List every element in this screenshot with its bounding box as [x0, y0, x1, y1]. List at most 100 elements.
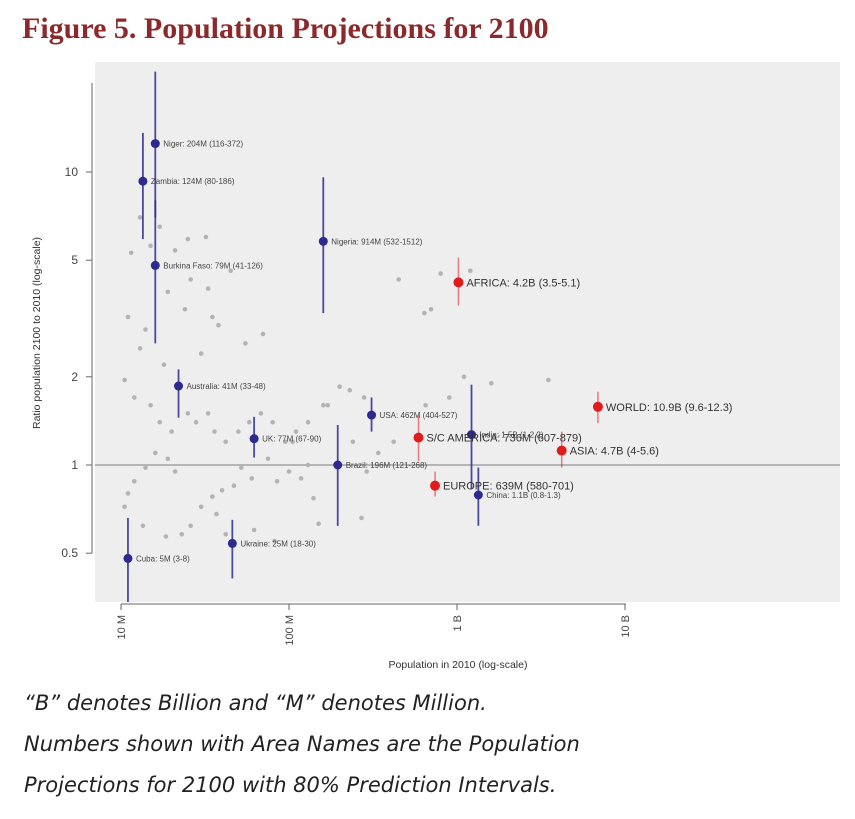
background-point	[236, 429, 241, 434]
background-point	[239, 465, 244, 470]
population-projection-chart: Niger: 204M (116-372) Zambia: 124M (80-18…	[31, 62, 840, 671]
country-point	[227, 538, 237, 548]
country-label: Ukraine: 25M (18-30)	[240, 539, 316, 548]
region-point	[592, 401, 603, 412]
background-point	[298, 476, 304, 481]
background-point	[350, 439, 356, 445]
country-label: India: 1.5B (1-2.2)	[480, 431, 544, 440]
background-point	[311, 496, 316, 501]
country-label: Niger: 204M (116-372)	[163, 140, 243, 149]
background-point	[165, 456, 171, 462]
region-point	[430, 480, 441, 491]
background-point	[148, 402, 153, 408]
background-point	[219, 488, 225, 493]
background-point	[231, 483, 237, 489]
x-tick-label: 10 M	[116, 615, 128, 639]
background-point	[428, 307, 434, 312]
background-point	[212, 429, 217, 434]
background-point	[290, 439, 295, 445]
background-point	[272, 538, 277, 544]
caption-line-3: Projections for 2100 with 80% Prediction…	[24, 773, 557, 797]
y-tick-label: 5	[71, 253, 78, 267]
figure-caption: “B” denotes Billion and “M” denotes Mill…	[24, 683, 580, 806]
background-point	[179, 532, 185, 537]
background-point	[325, 402, 331, 408]
background-point	[148, 243, 153, 249]
background-point	[391, 439, 397, 445]
labeled-points	[123, 139, 603, 563]
background-point	[364, 469, 370, 474]
y-axis-label: Ratio population 2100 to 2010 (log-scale…	[31, 237, 43, 429]
background-point	[546, 377, 551, 383]
background-point	[305, 462, 311, 468]
background-point	[172, 469, 178, 474]
caption-line-1: “B” denotes Billion and “M” denotes Mill…	[24, 691, 487, 715]
country-point	[123, 553, 133, 563]
background-point	[185, 411, 191, 416]
background-point	[286, 469, 292, 474]
background-point	[423, 402, 428, 408]
country-point	[150, 260, 160, 270]
background-point	[122, 504, 127, 510]
background-point	[132, 395, 137, 400]
country-label: China: 1.1B (0.8-1.3)	[486, 491, 561, 500]
country-label: UK: 77M (67-90)	[262, 435, 321, 444]
region-point	[556, 445, 567, 456]
region-label: WORLD: 10.9B (9.6-12.3)	[606, 402, 733, 414]
point-labels: Niger: 204M (116-372) Zambia: 124M (80-18…	[136, 140, 733, 564]
background-point	[169, 429, 174, 434]
background-point	[205, 286, 211, 291]
background-point	[396, 277, 402, 282]
country-point	[174, 381, 184, 391]
background-point	[210, 314, 215, 320]
background-point	[337, 384, 342, 390]
background-point	[210, 494, 215, 499]
background-point	[188, 523, 193, 529]
x-tick-label: 1 B	[452, 615, 464, 632]
region-label: EUROPE: 639M (580-701)	[443, 481, 574, 493]
country-label: USA: 462M (404-527)	[380, 411, 458, 420]
background-point	[157, 224, 162, 230]
background-point	[283, 439, 288, 445]
background-point	[247, 419, 252, 425]
background-point	[321, 402, 326, 408]
background-point	[347, 387, 353, 393]
region-label: ASIA: 4.7B (4-5.6)	[570, 446, 659, 458]
background-point	[193, 419, 199, 425]
background-point	[128, 250, 134, 256]
background-point	[205, 411, 211, 416]
background-point	[122, 377, 127, 383]
country-point	[150, 139, 160, 149]
background-point	[489, 381, 494, 386]
x-tick-label: 10 B	[620, 615, 632, 638]
plot-panel	[95, 62, 840, 602]
background-point	[468, 268, 473, 274]
country-label: Zambia: 124M (80-186)	[151, 177, 235, 186]
country-label: Burkina Faso: 79M (41-126)	[163, 261, 263, 270]
country-point	[367, 410, 377, 420]
background-point	[185, 236, 191, 242]
background-point	[258, 411, 264, 416]
country-label: Cuba: 5M (3-8)	[136, 554, 190, 563]
background-point	[293, 429, 299, 434]
y-tick-label: 10	[65, 165, 79, 179]
country-label: Nigeria: 914M (532-1512)	[331, 237, 422, 246]
background-point	[172, 248, 178, 253]
background-point	[198, 351, 204, 356]
y-tick-label: 0.5	[61, 546, 78, 560]
background-point	[243, 341, 248, 346]
y-tick-label: 1	[71, 458, 78, 472]
country-point	[333, 460, 343, 470]
background-point	[223, 532, 228, 537]
background-point	[125, 314, 131, 320]
background-point	[182, 307, 188, 312]
region-label: S/C AMERICA: 736M (607-879)	[427, 433, 582, 445]
background-point	[163, 534, 169, 539]
country-point	[318, 236, 328, 246]
background-point	[376, 450, 381, 456]
background-point	[422, 310, 427, 316]
background-point	[125, 491, 131, 496]
background-point	[157, 419, 162, 425]
background-point	[361, 395, 367, 400]
background-point	[447, 395, 452, 400]
